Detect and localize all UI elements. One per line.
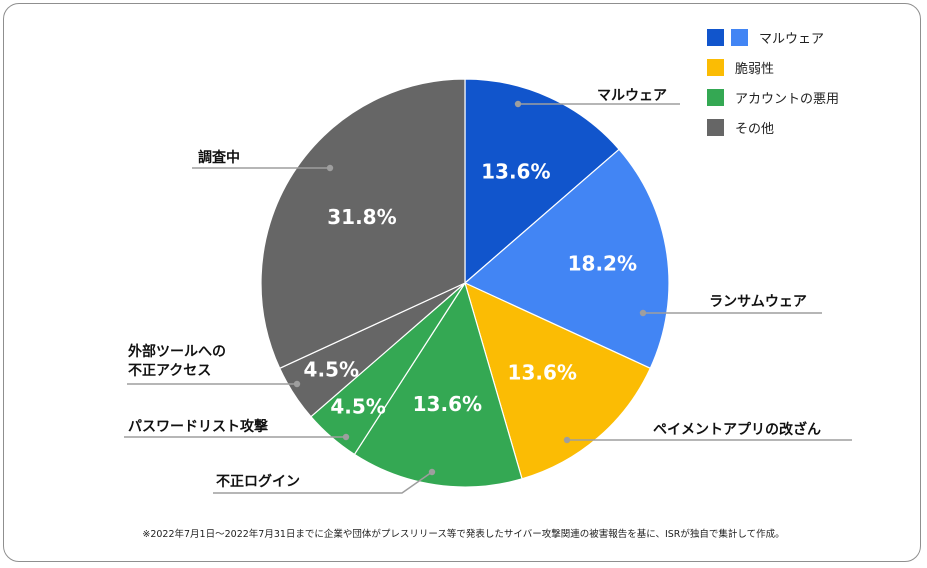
legend-label: その他 — [735, 121, 775, 137]
footnote: ※2022年7月1日～2022年7月31日までに企業や団体がプレスリリース等で発… — [142, 529, 785, 540]
legend-swatch-light-blue — [731, 28, 748, 46]
slice-percent-label: 13.6% — [481, 160, 550, 184]
pie-slice — [463, 148, 670, 370]
slice-category-label: 外部ツールへの不正アクセス — [128, 343, 226, 379]
legend-label: 脆弱性 — [735, 61, 775, 77]
slice-category-label: パスワードリスト攻撃 — [128, 418, 268, 435]
slice-category-label: 調査中 — [198, 149, 240, 166]
legend-item: アカウントの悪用 — [707, 82, 839, 112]
leader-dot — [639, 309, 647, 317]
leader-line — [213, 471, 433, 494]
slice-percent-label: 4.5% — [330, 394, 385, 418]
leader-dot — [326, 164, 334, 172]
pie-slice — [464, 78, 620, 285]
slice-percent-label: 18.2% — [568, 251, 637, 275]
legend-item: 脆弱性 — [707, 52, 839, 82]
legend-item: その他 — [707, 112, 839, 142]
pie-slice — [353, 281, 523, 488]
legend-swatch-yellow — [707, 58, 724, 76]
pie-slice — [260, 78, 466, 370]
leader-dot — [293, 380, 301, 388]
slice-percent-label: 13.6% — [413, 392, 482, 416]
leader-dot — [514, 100, 522, 108]
leader-dot — [428, 468, 436, 476]
slice-percent-label: 13.6% — [508, 361, 577, 385]
legend-swatch-dark-blue — [707, 28, 724, 46]
leader-dot — [342, 433, 350, 441]
pie-slice — [464, 281, 652, 480]
legend-label: アカウントの悪用 — [735, 91, 840, 107]
slice-category-label: 不正ログイン — [216, 473, 300, 490]
slice-category-label: ペイメントアプリの改ざん — [653, 421, 821, 438]
legend-label: マルウェア — [759, 31, 825, 47]
legend-item: マルウェア — [707, 22, 839, 52]
chart-legend: マルウェア 脆弱性 アカウントの悪用 その他 — [707, 22, 839, 142]
legend-swatch-green — [707, 88, 724, 106]
legend-swatch-gray — [707, 118, 724, 136]
leader-dot — [563, 436, 571, 444]
slice-percent-label: 4.5% — [304, 357, 359, 381]
slice-percent-label: 31.8% — [327, 205, 396, 229]
slice-category-label: ランサムウェア — [709, 294, 807, 310]
slice-category-label: マルウェア — [597, 88, 667, 104]
